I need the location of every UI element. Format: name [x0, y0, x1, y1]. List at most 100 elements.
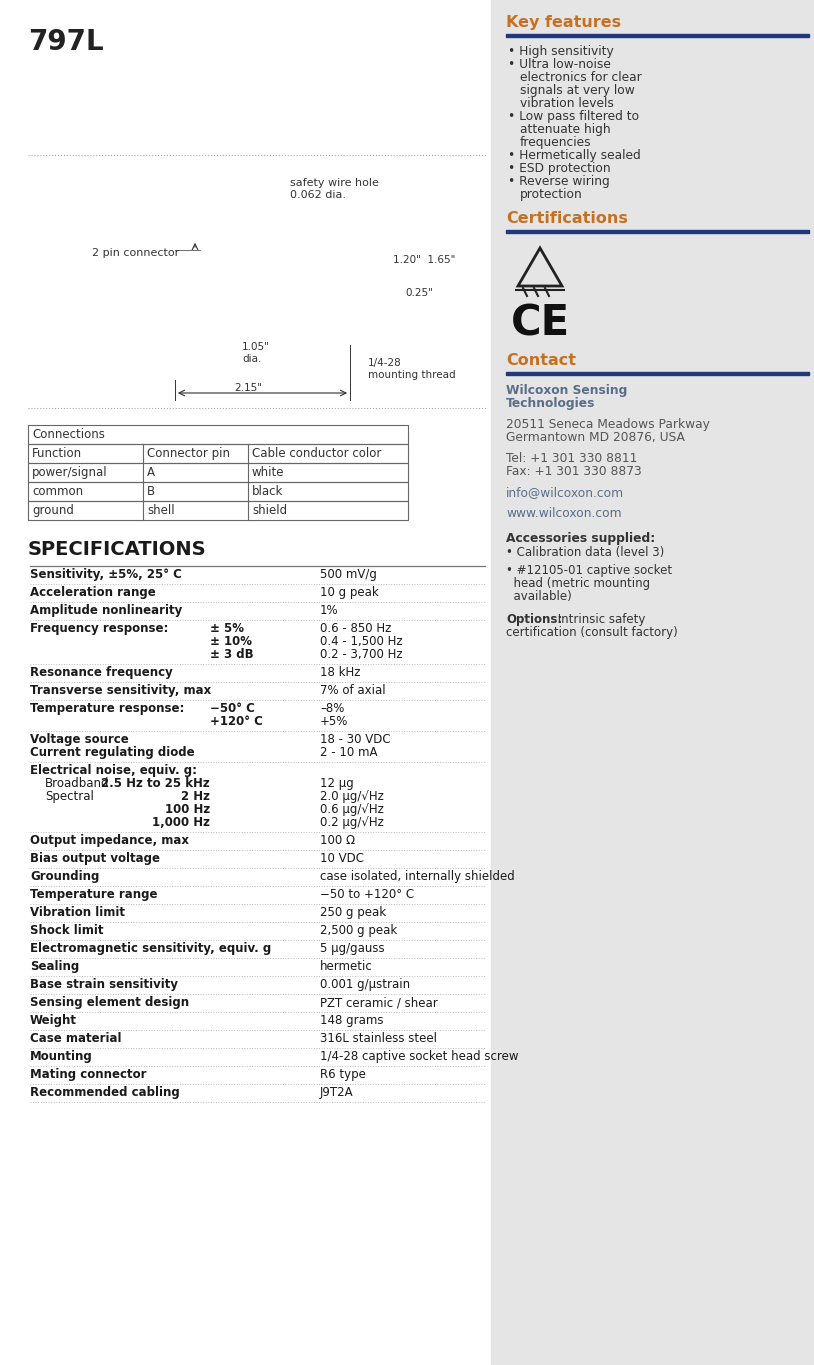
Text: 0.001 g/μstrain: 0.001 g/μstrain — [320, 977, 410, 991]
Bar — [28, 463, 408, 482]
Text: 0.25": 0.25" — [405, 288, 433, 298]
Text: 0.6 - 850 Hz: 0.6 - 850 Hz — [320, 622, 392, 635]
Text: 0.062 dia.: 0.062 dia. — [290, 190, 346, 201]
Text: Tel: +1 301 330 8811: Tel: +1 301 330 8811 — [506, 452, 637, 465]
Text: Vibration limit: Vibration limit — [30, 906, 125, 919]
Text: 100 Ω: 100 Ω — [320, 834, 355, 848]
Text: 316L stainless steel: 316L stainless steel — [320, 1032, 437, 1046]
Text: Wilcoxon Sensing: Wilcoxon Sensing — [506, 384, 628, 397]
Text: head (metric mounting: head (metric mounting — [506, 577, 650, 590]
Text: A: A — [147, 465, 155, 479]
Text: 0.4 - 1,500 Hz: 0.4 - 1,500 Hz — [320, 635, 403, 648]
Text: • Hermetically sealed: • Hermetically sealed — [508, 149, 641, 162]
Text: Resonance frequency: Resonance frequency — [30, 666, 173, 678]
Text: 0.2 μg/√Hz: 0.2 μg/√Hz — [320, 816, 384, 829]
Text: 2 pin connector: 2 pin connector — [92, 248, 179, 258]
Text: protection: protection — [520, 188, 583, 201]
Text: 10 VDC: 10 VDC — [320, 852, 364, 865]
Text: −50° C: −50° C — [210, 702, 255, 715]
Text: • Low pass filtered to: • Low pass filtered to — [508, 111, 639, 123]
Text: frequencies: frequencies — [520, 136, 592, 149]
Text: Mating connector: Mating connector — [30, 1067, 147, 1081]
Text: • Reverse wiring: • Reverse wiring — [508, 175, 610, 188]
Text: case isolated, internally shielded: case isolated, internally shielded — [320, 870, 514, 883]
Text: • Calibration data (level 3): • Calibration data (level 3) — [506, 546, 664, 560]
Bar — [506, 229, 809, 232]
Text: −50 to +120° C: −50 to +120° C — [320, 889, 414, 901]
Text: Electromagnetic sensitivity, equiv. g: Electromagnetic sensitivity, equiv. g — [30, 942, 271, 955]
Text: 500 mV/g: 500 mV/g — [320, 568, 377, 581]
Text: 1/4-28: 1/4-28 — [368, 358, 402, 369]
Text: 2 - 10 mA: 2 - 10 mA — [320, 747, 378, 759]
Text: 797L: 797L — [28, 29, 103, 56]
Text: shield: shield — [252, 504, 287, 517]
Text: black: black — [252, 485, 283, 498]
Text: 12 μg: 12 μg — [320, 777, 354, 790]
Text: 148 grams: 148 grams — [320, 1014, 383, 1026]
Text: 18 kHz: 18 kHz — [320, 666, 361, 678]
Text: R6 type: R6 type — [320, 1067, 365, 1081]
Text: • ESD protection: • ESD protection — [508, 162, 610, 175]
Text: white: white — [252, 465, 285, 479]
Text: Output impedance, max: Output impedance, max — [30, 834, 189, 848]
Text: Amplitude nonlinearity: Amplitude nonlinearity — [30, 603, 182, 617]
Bar — [28, 482, 408, 501]
Text: 100 Hz: 100 Hz — [164, 803, 210, 816]
Text: 2 Hz: 2 Hz — [181, 790, 210, 803]
Text: electronics for clear: electronics for clear — [520, 71, 641, 85]
Bar — [28, 501, 408, 520]
Text: Sealing: Sealing — [30, 960, 79, 973]
Text: Germantown MD 20876, USA: Germantown MD 20876, USA — [506, 431, 685, 444]
Bar — [28, 425, 408, 444]
Text: available): available) — [506, 590, 571, 603]
Text: Grounding: Grounding — [30, 870, 99, 883]
Text: Cable conductor color: Cable conductor color — [252, 446, 382, 460]
Text: 7% of axial: 7% of axial — [320, 684, 386, 698]
Text: Temperature response:: Temperature response: — [30, 702, 185, 715]
Text: 250 g peak: 250 g peak — [320, 906, 386, 919]
Text: dia.: dia. — [242, 354, 261, 364]
Text: ground: ground — [32, 504, 74, 517]
Text: ± 10%: ± 10% — [210, 635, 252, 648]
Text: B: B — [147, 485, 155, 498]
Text: ± 3 dB: ± 3 dB — [210, 648, 254, 661]
Text: mounting thread: mounting thread — [368, 370, 456, 379]
Text: Key features: Key features — [506, 15, 621, 30]
Text: hermetic: hermetic — [320, 960, 373, 973]
Text: Bias output voltage: Bias output voltage — [30, 852, 160, 865]
Text: Voltage source: Voltage source — [30, 733, 129, 747]
Text: J9T2A: J9T2A — [320, 1087, 353, 1099]
Text: Case material: Case material — [30, 1032, 121, 1046]
Text: Base strain sensitivity: Base strain sensitivity — [30, 977, 178, 991]
Text: –8%: –8% — [320, 702, 344, 715]
Text: Intrinsic safety: Intrinsic safety — [554, 613, 646, 627]
Text: 18 - 30 VDC: 18 - 30 VDC — [320, 733, 391, 747]
Text: 1.20"  1.65": 1.20" 1.65" — [393, 255, 455, 265]
Text: • High sensitivity: • High sensitivity — [508, 45, 614, 57]
Text: Shock limit: Shock limit — [30, 924, 103, 936]
Bar — [28, 444, 408, 463]
Text: 2,500 g peak: 2,500 g peak — [320, 924, 397, 936]
Text: 10 g peak: 10 g peak — [320, 586, 379, 599]
Text: 1/4-28 captive socket head screw: 1/4-28 captive socket head screw — [320, 1050, 519, 1063]
Text: Spectral: Spectral — [45, 790, 94, 803]
Bar — [506, 373, 809, 374]
Text: Transverse sensitivity, max: Transverse sensitivity, max — [30, 684, 212, 698]
Bar — [506, 34, 809, 37]
Text: 0.6 μg/√Hz: 0.6 μg/√Hz — [320, 803, 384, 816]
Text: +5%: +5% — [320, 715, 348, 728]
Text: Sensing element design: Sensing element design — [30, 996, 189, 1009]
Text: ± 5%: ± 5% — [210, 622, 244, 635]
Text: shell: shell — [147, 504, 175, 517]
Text: CE: CE — [511, 303, 570, 345]
Text: Mounting: Mounting — [30, 1050, 93, 1063]
Text: 20511 Seneca Meadows Parkway: 20511 Seneca Meadows Parkway — [506, 418, 710, 431]
Text: 0.2 - 3,700 Hz: 0.2 - 3,700 Hz — [320, 648, 403, 661]
Text: 2.15": 2.15" — [234, 384, 262, 393]
Text: Acceleration range: Acceleration range — [30, 586, 155, 599]
Text: Electrical noise, equiv. g:: Electrical noise, equiv. g: — [30, 764, 197, 777]
Text: Fax: +1 301 330 8873: Fax: +1 301 330 8873 — [506, 465, 641, 478]
Bar — [491, 0, 814, 1365]
Text: 1,000 Hz: 1,000 Hz — [152, 816, 210, 829]
Text: Weight: Weight — [30, 1014, 77, 1026]
